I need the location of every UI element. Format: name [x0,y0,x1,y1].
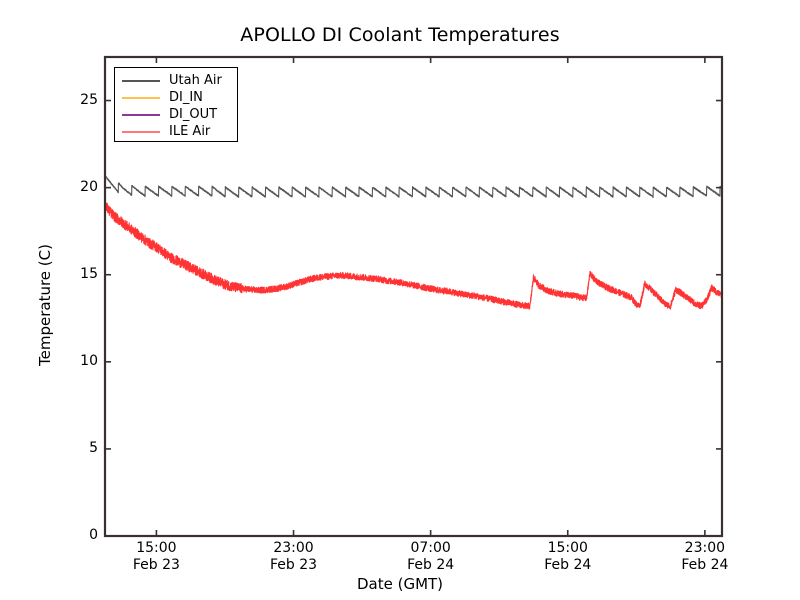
x-tick-label: 15:00 Feb 24 [544,540,592,573]
x-tick-label: 07:00 Feb 24 [407,540,455,573]
legend-item-label: ILE Air [169,124,211,139]
x-axis-label: Date (GMT) [356,575,444,593]
x-tick-label: 23:00 Feb 23 [269,540,318,573]
legend-item-utah-air[interactable]: Utah Air [115,72,237,89]
legend-item-label: DI_IN [169,90,203,105]
y-tick-label: 20 [80,178,98,195]
legend-item-di-out[interactable]: DI_OUT [115,106,237,123]
legend-swatch-icon [122,130,160,133]
series-layer [104,174,723,310]
y-tick-label: 5 [89,439,98,456]
legend-swatch-icon [122,96,160,99]
legend-item-di-in[interactable]: DI_IN [115,89,237,106]
legend-swatch-icon [122,79,160,82]
y-tick-label: 10 [80,352,98,369]
x-tick-label: 15:00 Feb 23 [132,540,180,573]
y-tick-label: 25 [80,91,98,108]
x-tick-label: 23:00 Feb 24 [681,540,729,573]
series-line-ile-air [104,202,723,310]
legend-item-label: Utah Air [169,73,222,88]
legend-swatch-icon [122,113,160,116]
page-title: APOLLO DI Coolant Temperatures [240,24,560,46]
y-tick-label: 15 [80,265,98,282]
y-tick-label-group: 0 5 10 15 20 25 [58,0,98,600]
legend-item-label: DI_OUT [169,107,218,122]
axes-layer [103,55,724,538]
legend-item-ile-air[interactable]: ILE Air [115,123,237,140]
legend: Utah Air DI_IN DI_OUT ILE Air [114,67,238,142]
series-line-utah-air [104,174,723,198]
y-tick-label: 0 [89,527,98,543]
